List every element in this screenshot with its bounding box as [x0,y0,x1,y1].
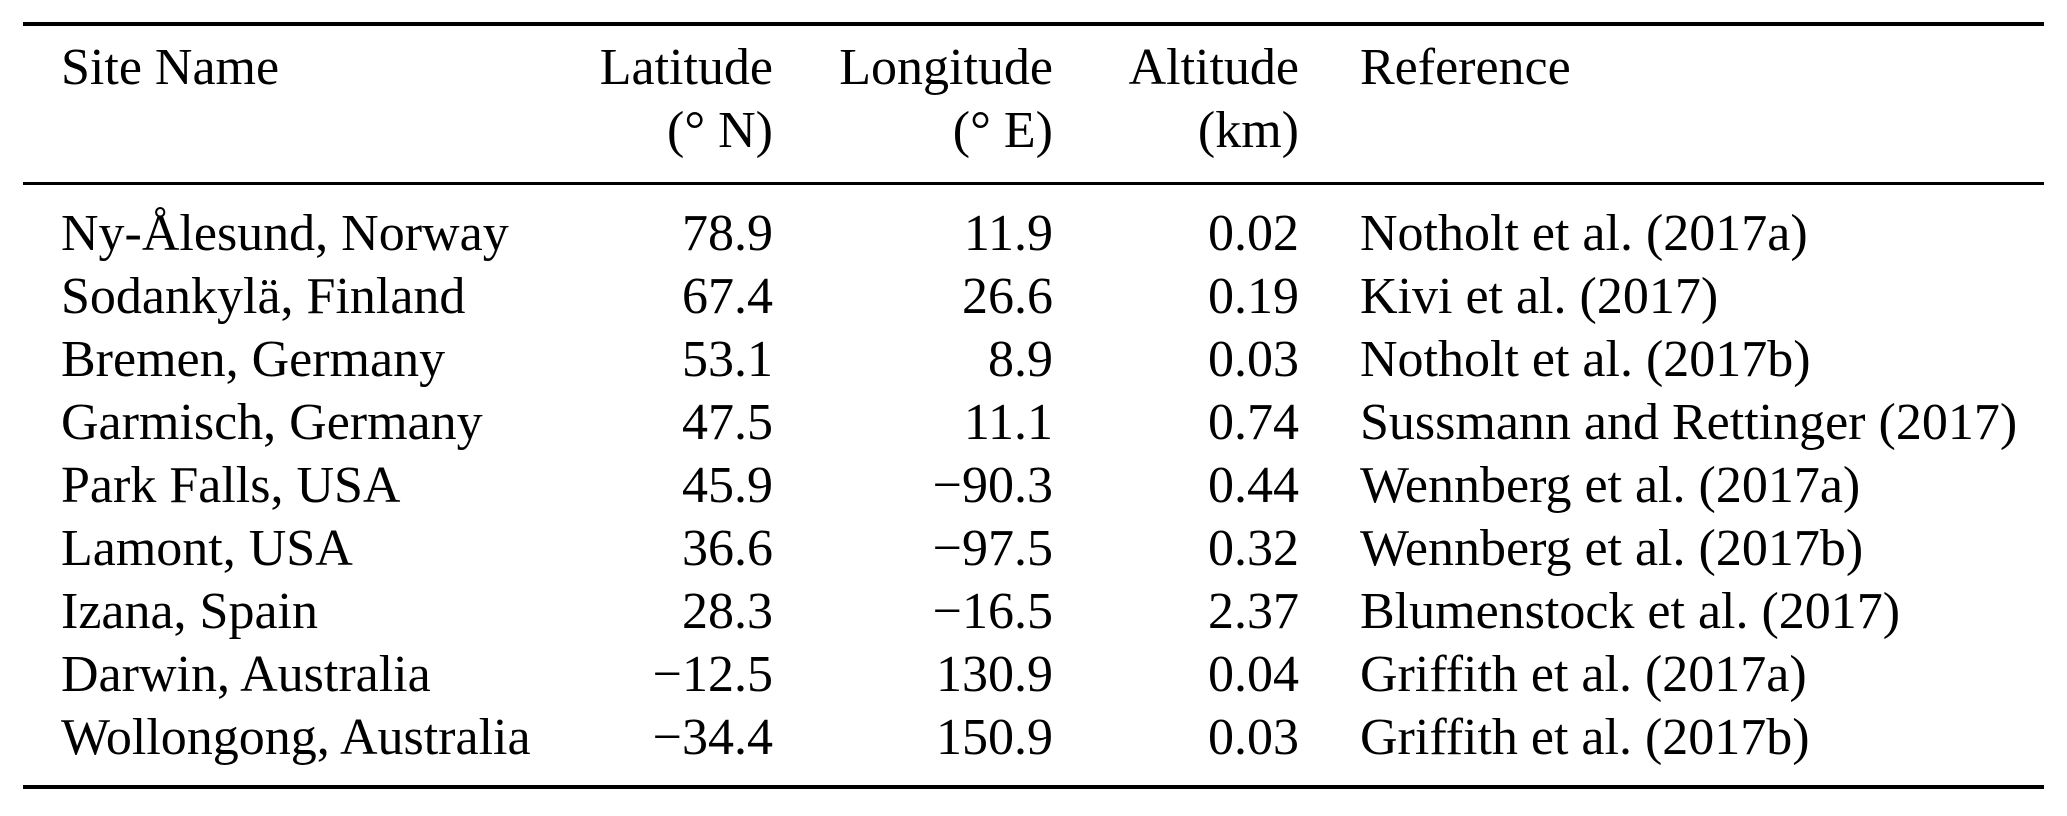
cell-longitude: 26.6 [962,268,1053,325]
cell-reference: Kivi et al. (2017) [1360,268,1719,325]
table-body: Ny-Ålesund, Norway 78.9 11.9 0.02 Nothol… [23,184,2044,788]
cell-latitude: 67.4 [682,268,773,325]
column-unit: (km) [1197,102,1299,159]
cell-latitude: 47.5 [682,394,773,451]
column-unit [61,99,583,162]
column-label: Latitude [599,39,773,96]
cell-latitude: −34.4 [652,709,773,766]
cell-site-name: Ny-Ålesund, Norway [61,205,509,262]
column-label: Longitude [839,39,1053,96]
cell-longitude: 11.9 [963,205,1053,262]
table-row: Park Falls, USA 45.9 −90.3 0.44 Wennberg… [23,454,2044,517]
cell-altitude: 0.44 [1208,457,1299,514]
cell-latitude: 45.9 [682,457,773,514]
cell-latitude: −12.5 [652,646,773,703]
cell-site-name: Park Falls, USA [61,457,401,514]
cell-latitude: 78.9 [682,205,773,262]
column-label: Reference [1360,39,1571,96]
column-unit: (° E) [952,102,1053,159]
cell-site-name: Sodankylä, Finland [61,268,466,325]
cell-reference: Notholt et al. (2017b) [1360,331,1811,388]
column-header-altitude: Altitude (km) [1053,24,1299,185]
cell-altitude: 0.03 [1208,331,1299,388]
cell-longitude: −90.3 [932,457,1053,514]
column-header-longitude: Longitude (° E) [773,24,1053,185]
cell-reference: Griffith et al. (2017b) [1360,709,1810,766]
table-row: Sodankylä, Finland 67.4 26.6 0.19 Kivi e… [23,265,2044,328]
table-row: Lamont, USA 36.6 −97.5 0.32 Wennberg et … [23,517,2044,580]
cell-site-name: Garmisch, Germany [61,394,483,451]
table-row: Darwin, Australia −12.5 130.9 0.04 Griff… [23,643,2044,706]
table-row: Bremen, Germany 53.1 8.9 0.03 Notholt et… [23,328,2044,391]
cell-altitude: 0.04 [1208,646,1299,703]
cell-reference: Notholt et al. (2017a) [1360,205,1808,262]
table-row: Garmisch, Germany 47.5 11.1 0.74 Sussman… [23,391,2044,454]
column-header-reference: Reference [1299,24,2044,185]
column-unit [1360,99,2044,162]
table-row: Izana, Spain 28.3 −16.5 2.37 Blumenstock… [23,580,2044,643]
column-header-latitude: Latitude (° N) [583,24,773,185]
column-label: Site Name [61,39,280,96]
cell-latitude: 36.6 [682,520,773,577]
cell-site-name: Wollongong, Australia [61,709,531,766]
cell-longitude: 8.9 [988,331,1053,388]
cell-longitude: 130.9 [936,646,1053,703]
cell-site-name: Bremen, Germany [61,331,446,388]
table-row: Ny-Ålesund, Norway 78.9 11.9 0.02 Nothol… [23,184,2044,266]
cell-altitude: 0.03 [1208,709,1299,766]
cell-reference: Griffith et al. (2017a) [1360,646,1807,703]
cell-site-name: Lamont, USA [61,520,353,577]
cell-longitude: 150.9 [936,709,1053,766]
table-row: Wollongong, Australia −34.4 150.9 0.03 G… [23,706,2044,787]
cell-site-name: Darwin, Australia [61,646,431,703]
cell-altitude: 2.37 [1208,583,1299,640]
cell-altitude: 0.74 [1208,394,1299,451]
cell-reference: Wennberg et al. (2017b) [1360,520,1864,577]
column-unit: (° N) [667,102,773,159]
cell-longitude: −16.5 [932,583,1053,640]
table-header-row: Site Name Latitude (° N) Longitude (° E)… [23,24,2044,185]
column-label: Altitude [1128,39,1299,96]
cell-reference: Sussmann and Rettinger (2017) [1360,394,2018,451]
cell-latitude: 28.3 [682,583,773,640]
cell-altitude: 0.02 [1208,205,1299,262]
cell-site-name: Izana, Spain [61,583,319,640]
cell-reference: Blumenstock et al. (2017) [1360,583,1901,640]
cell-latitude: 53.1 [682,331,773,388]
cell-altitude: 0.19 [1208,268,1299,325]
cell-reference: Wennberg et al. (2017a) [1360,457,1861,514]
cell-longitude: −97.5 [932,520,1053,577]
cell-longitude: 11.1 [963,394,1053,451]
table-header: Site Name Latitude (° N) Longitude (° E)… [23,24,2044,185]
column-header-site-name: Site Name [23,24,583,185]
cell-altitude: 0.32 [1208,520,1299,577]
sites-table: Site Name Latitude (° N) Longitude (° E)… [23,22,2044,789]
